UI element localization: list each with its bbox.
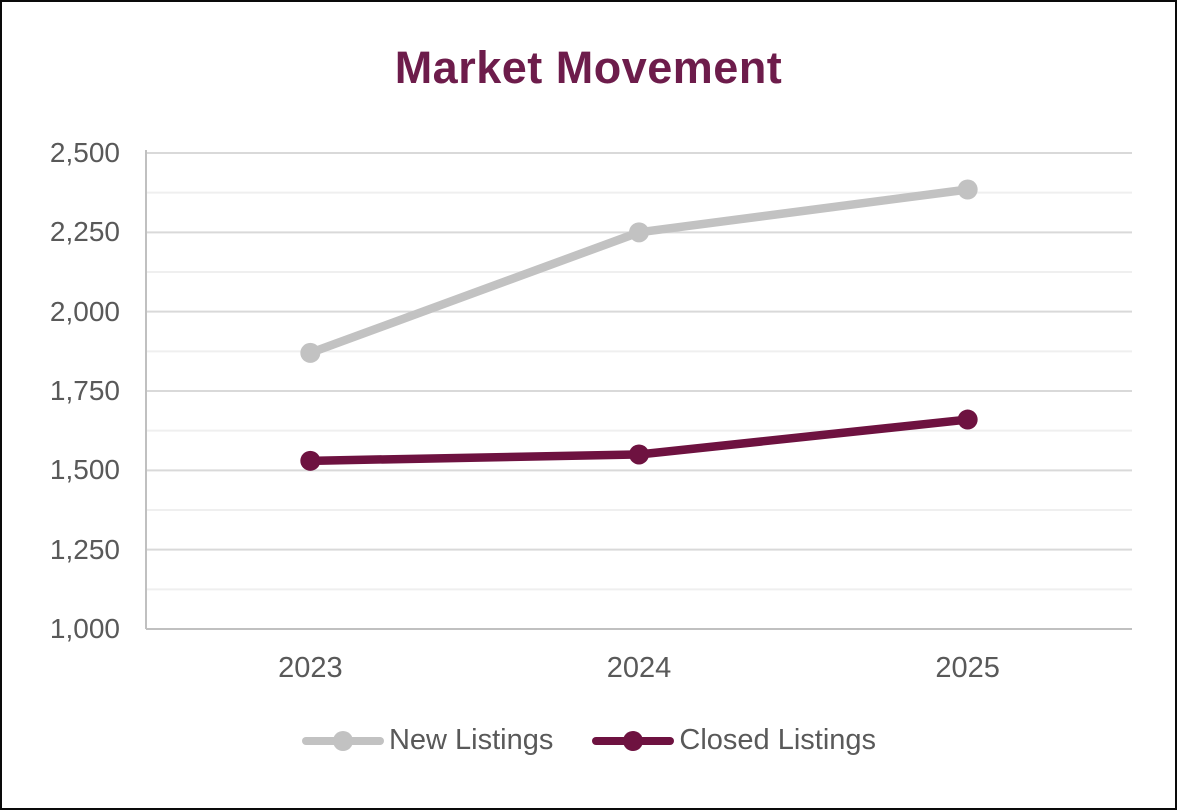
y-axis-tick-label: 2,250	[49, 216, 120, 248]
x-axis-tick-label: 2023	[278, 652, 343, 684]
data-point-closed-listings-2024	[629, 444, 649, 465]
legend-marker-closed-listings-icon	[592, 730, 675, 751]
y-axis-tick-label: 2,000	[49, 295, 120, 327]
chart-title: Market Movement	[394, 42, 783, 93]
legend-item-closed-listings: Closed Listings	[591, 724, 876, 757]
data-point-new-listings-2024	[629, 222, 649, 243]
y-axis-tick-label: 1,750	[49, 375, 120, 406]
x-axis-tick-label: 2024	[606, 652, 672, 684]
y-axis-tick-label: 2,500	[49, 137, 120, 168]
legend-item-new-listings: New Listings	[301, 724, 553, 757]
data-point-new-listings-2025	[957, 179, 978, 200]
data-point-new-listings-2023	[300, 342, 321, 363]
legend-label: Closed Listings	[679, 724, 877, 756]
legend-marker-new-listings-icon	[301, 730, 384, 751]
x-axis-tick-label: 2025	[935, 652, 1000, 684]
data-point-closed-listings-2025	[957, 409, 978, 430]
data-point-closed-listings-2023	[300, 450, 321, 471]
y-axis-tick-label: 1,000	[49, 613, 120, 644]
legend-dot-icon	[623, 730, 644, 751]
y-axis-tick-label: 1,250	[49, 533, 120, 565]
legend: New Listings Closed Listings	[2, 724, 1175, 757]
legend-label: New Listings	[388, 724, 554, 756]
legend-dot-icon	[332, 730, 353, 751]
y-axis-tick-label: 1,500	[49, 454, 120, 486]
